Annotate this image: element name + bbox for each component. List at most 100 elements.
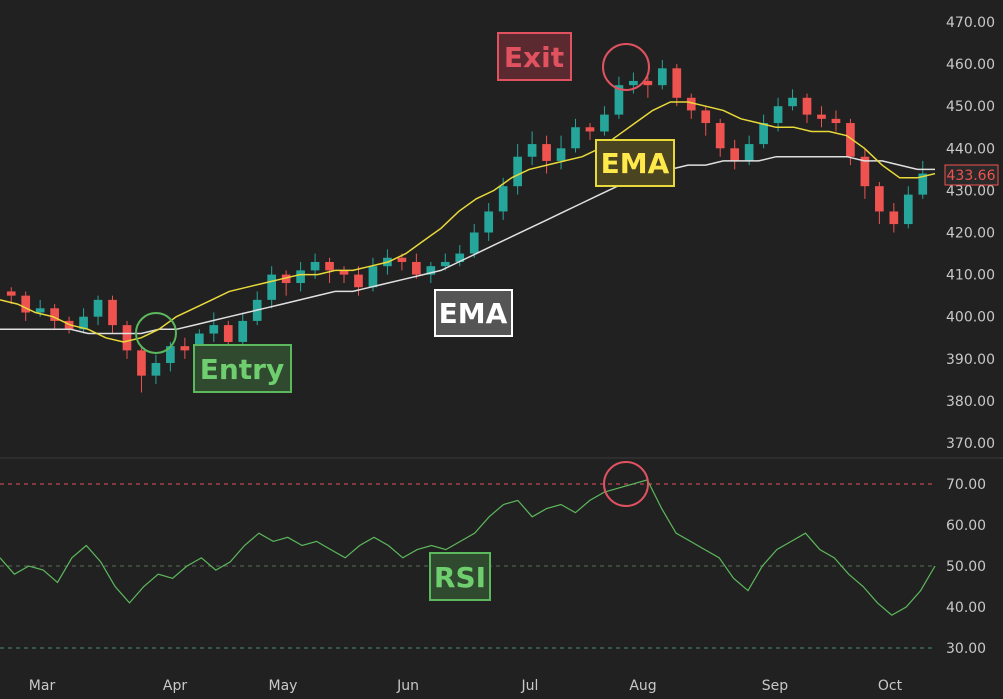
candle <box>788 89 797 111</box>
candle-body <box>50 308 59 321</box>
candle-body <box>21 295 31 313</box>
candle-body <box>223 325 233 342</box>
ema-yellow-label: EMA <box>601 147 670 180</box>
candle <box>93 295 103 326</box>
candle <box>585 123 595 140</box>
ema-white-label: EMA <box>439 297 508 330</box>
candle <box>918 160 928 199</box>
candle-body <box>903 194 913 225</box>
last-price-value: 433.66 <box>947 168 996 184</box>
candle-body <box>715 123 725 149</box>
candle-body <box>657 68 667 86</box>
candle-body <box>339 270 349 275</box>
candle-body <box>498 186 508 212</box>
time-tick-label: Aug <box>629 678 656 694</box>
candle-body <box>209 325 219 334</box>
candle-body <box>368 266 378 288</box>
candle-body <box>513 156 522 187</box>
candle-body <box>744 144 754 161</box>
candle-body <box>918 173 928 195</box>
candle-body <box>571 127 580 149</box>
candle-body <box>788 97 797 107</box>
candle <box>281 270 291 296</box>
candle-body <box>151 363 161 376</box>
candle <box>469 224 479 258</box>
price-tick-label: 380.00 <box>946 394 995 410</box>
candle-body <box>426 266 436 275</box>
candle <box>137 346 146 393</box>
candle-body <box>325 261 334 271</box>
candle <box>817 106 826 128</box>
rsi-tick-label: 50.00 <box>946 559 986 575</box>
rsi-tick-label: 70.00 <box>946 477 986 493</box>
candle <box>831 110 841 132</box>
candle-body <box>469 232 479 254</box>
candle-body <box>79 316 88 330</box>
candle <box>6 287 16 305</box>
candle <box>556 135 566 170</box>
candle-body <box>860 156 870 187</box>
ema-white-annotation: EMA <box>434 289 513 337</box>
candle <box>686 93 696 119</box>
candle <box>802 93 812 124</box>
candle <box>180 337 190 359</box>
candle-body <box>238 320 248 342</box>
candle-body <box>889 211 899 225</box>
candle <box>79 308 88 334</box>
candle <box>860 148 870 199</box>
rsi-axis: 70.00 60.00 50.00 40.00 30.00 <box>946 477 986 657</box>
price-tick-label: 370.00 <box>946 436 995 452</box>
price-tick-label: 470.00 <box>946 15 995 31</box>
candle-body <box>556 148 566 161</box>
candle-body <box>585 127 595 132</box>
candles-layer <box>6 59 928 393</box>
candle-body <box>802 97 812 115</box>
candle-body <box>122 325 132 351</box>
price-tick-label: 410.00 <box>946 268 995 284</box>
candle <box>715 118 725 157</box>
candle-body <box>35 308 45 313</box>
candle-body <box>440 261 450 267</box>
candle-body <box>542 144 551 161</box>
candle-body <box>166 346 175 364</box>
rsi-annotation: RSI <box>429 552 491 601</box>
candle-body <box>194 333 204 351</box>
exit-circle <box>602 43 650 91</box>
candle <box>21 291 31 321</box>
candle <box>672 64 682 107</box>
candle <box>889 203 899 233</box>
candle <box>629 72 638 94</box>
candle <box>455 245 465 267</box>
candle <box>238 312 248 347</box>
candle <box>325 257 334 284</box>
candle-body <box>310 261 320 271</box>
rsi-line <box>0 479 936 616</box>
candle-body <box>875 186 884 212</box>
candle-body <box>6 291 16 296</box>
rsi-tick-label: 30.00 <box>946 641 986 657</box>
candle <box>701 106 711 136</box>
ema-short-line <box>0 101 936 343</box>
candle <box>527 131 537 166</box>
exit-label: Exit <box>504 41 564 74</box>
candle <box>498 177 508 220</box>
price-tick-label: 400.00 <box>946 310 995 326</box>
candle-body <box>527 144 537 157</box>
candle <box>339 266 349 284</box>
candle <box>151 354 161 385</box>
ema-yellow-annotation: EMA <box>595 139 675 187</box>
candle-body <box>614 85 624 115</box>
candle-body <box>180 346 190 351</box>
time-tick-label: Apr <box>163 678 187 694</box>
price-tick-label: 440.00 <box>946 141 995 157</box>
entry-annotation: Entry <box>193 344 292 393</box>
candle-body <box>831 118 841 124</box>
time-tick-label: Jul <box>521 678 539 694</box>
time-tick-label: Sep <box>762 678 789 694</box>
candle-body <box>296 270 305 284</box>
candle <box>542 135 551 174</box>
entry-circle <box>135 312 177 354</box>
candle-body <box>412 261 421 275</box>
